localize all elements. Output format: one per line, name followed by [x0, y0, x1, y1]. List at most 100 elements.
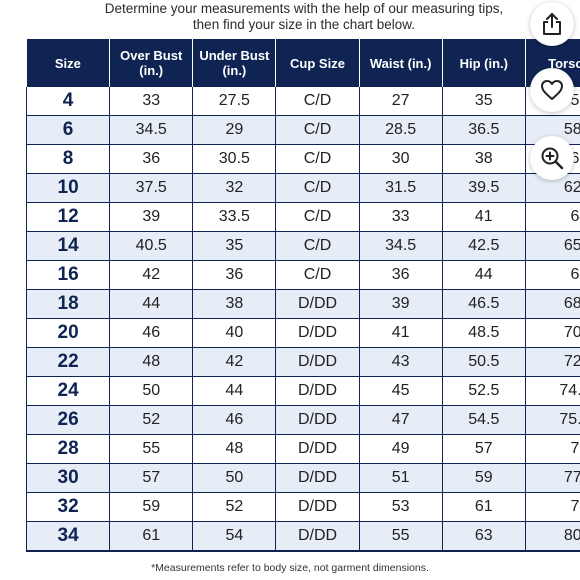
measurement-cell: 38 [442, 144, 526, 174]
share-button[interactable] [530, 2, 574, 46]
heart-icon [541, 80, 563, 100]
measurement-cell: 72.5 [525, 347, 580, 377]
measurement-cell: 54.5 [442, 405, 526, 435]
measurement-cell: 61 [109, 521, 194, 552]
measurement-cell: 32 [192, 173, 277, 203]
table-body: 43327.5C/D273557634.529C/D28.536.558.583… [26, 87, 580, 552]
size-chart-container: Size Over Bust (in.) Under Bust (in.) Cup S… [26, 39, 580, 554]
like-button[interactable] [530, 68, 574, 112]
measurement-cell: 75.75 [525, 405, 580, 435]
measurement-cell: 36 [192, 260, 277, 290]
measurement-cell: 35 [192, 231, 277, 261]
measurement-cell: 54 [192, 521, 277, 552]
measurement-cell: 36 [109, 144, 194, 174]
size-cell: 20 [26, 318, 111, 348]
size-cell: 18 [26, 289, 111, 319]
size-cell: 16 [26, 260, 111, 290]
measurement-cell: 50 [109, 376, 194, 406]
measurement-cell: 57 [109, 463, 194, 493]
measurement-cell: 47 [359, 405, 443, 435]
measurement-cell: 57 [442, 434, 526, 464]
measurement-cell: 46 [109, 318, 194, 348]
size-cell: 14 [26, 231, 111, 261]
size-cell: 6 [26, 115, 111, 145]
size-cell: 26 [26, 405, 111, 435]
measurement-cell: D/DD [275, 492, 360, 522]
measurement-cell: C/D [275, 202, 360, 232]
measurement-cell: 76 [525, 434, 580, 464]
measurement-cell: 40.5 [109, 231, 194, 261]
measurement-cell: 46.5 [442, 289, 526, 319]
measurement-cell: 39.5 [442, 173, 526, 203]
measurement-cell: 77.5 [525, 463, 580, 493]
measurement-cell: 34.5 [359, 231, 443, 261]
measurement-cell: 50.5 [442, 347, 526, 377]
measurement-cell: D/DD [275, 376, 360, 406]
measurement-cell: 65.5 [525, 231, 580, 261]
measurement-cell: 42 [192, 347, 277, 377]
measurement-cell: 70.5 [525, 318, 580, 348]
measurement-cell: 30 [359, 144, 443, 174]
measurement-cell: 42.5 [442, 231, 526, 261]
measurement-cell: 55 [109, 434, 194, 464]
intro-line-1: Determine your measurements with the hel… [104, 1, 504, 16]
size-cell: 22 [26, 347, 111, 377]
measurement-cell: 44 [109, 289, 194, 319]
measurement-cell: D/DD [275, 434, 360, 464]
size-cell: 34 [26, 521, 111, 552]
measurement-cell: 36.5 [442, 115, 526, 145]
measurement-cell: 48.5 [442, 318, 526, 348]
measurement-cell: 29 [192, 115, 277, 145]
measurement-cell: 33.5 [192, 202, 277, 232]
measurement-cell: C/D [275, 115, 360, 145]
measurement-cell: 45 [359, 376, 443, 406]
measurement-cell: 41 [442, 202, 526, 232]
measurement-cell: 39 [359, 289, 443, 319]
measurement-cell: 33 [359, 202, 443, 232]
measurement-cell: 52 [192, 492, 277, 522]
size-cell: 28 [26, 434, 111, 464]
column-header: Cup Size [275, 39, 360, 87]
measurement-cell: 80.5 [525, 521, 580, 552]
footnote: *Measurements refer to body size, not ga… [151, 562, 429, 574]
table-header-row: Size Over Bust (in.) Under Bust (in.) Cup S… [26, 39, 580, 87]
measurement-cell: 67 [525, 260, 580, 290]
measurement-cell: 74.25 [525, 376, 580, 406]
measurement-cell: 33 [109, 87, 194, 116]
size-cell: 8 [26, 144, 111, 174]
measurement-cell: 50 [192, 463, 277, 493]
measurement-cell: 31.5 [359, 173, 443, 203]
size-cell: 12 [26, 202, 111, 232]
intro-line-2: then find your size in the chart below. [192, 17, 416, 32]
measurement-cell: 52.5 [442, 376, 526, 406]
measurement-cell: 53 [359, 492, 443, 522]
measurement-cell: 68.5 [525, 289, 580, 319]
measurement-cell: D/DD [275, 289, 360, 319]
measurement-cell: 64 [525, 202, 580, 232]
measurement-cell: 27 [359, 87, 443, 116]
size-cell: 30 [26, 463, 111, 493]
measurement-cell: 38 [192, 289, 277, 319]
measurement-cell: 36 [359, 260, 443, 290]
zoom-in-button[interactable] [530, 136, 574, 180]
measurement-cell: 28.5 [359, 115, 443, 145]
column-header: Under Bust (in.) [192, 39, 277, 87]
measurement-cell: D/DD [275, 463, 360, 493]
size-chart-table: Size Over Bust (in.) Under Bust (in.) Cup S… [26, 39, 580, 552]
size-cell: 4 [26, 87, 111, 116]
share-icon [543, 13, 561, 35]
